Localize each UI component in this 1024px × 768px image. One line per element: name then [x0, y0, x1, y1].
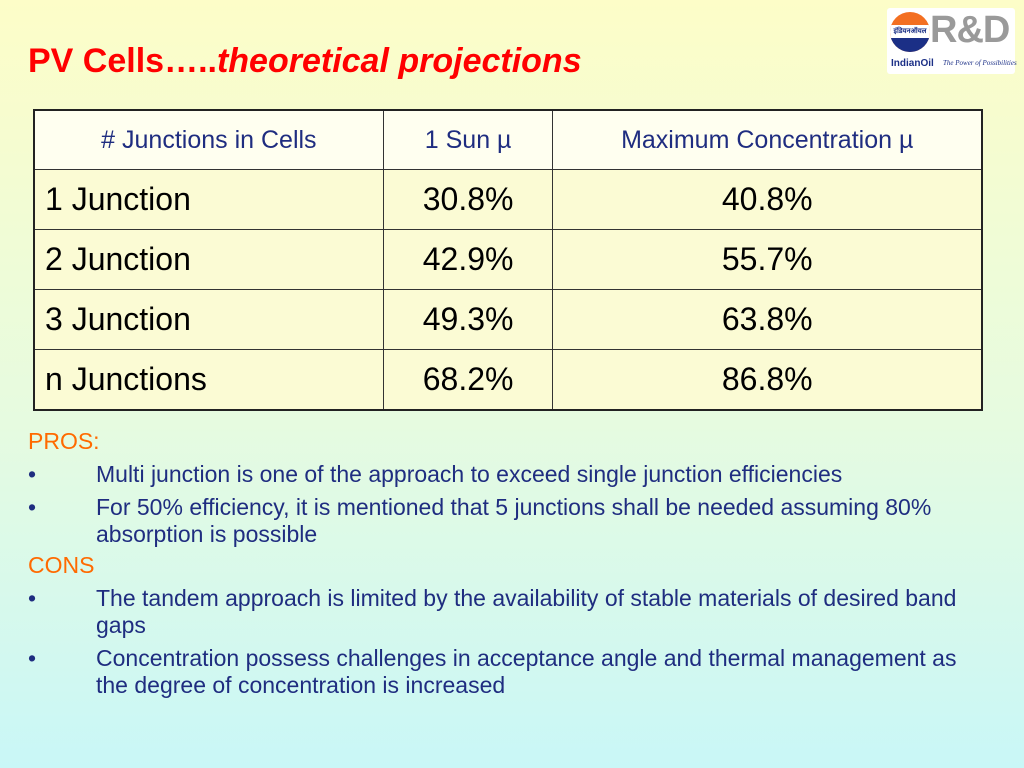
bullet-icon: • [28, 585, 37, 611]
slide-title: PV Cells…..theoretical projections [28, 42, 582, 81]
pros-heading: PROS: [28, 428, 100, 454]
logo-hindi-text: इंडियनऑयल [890, 25, 930, 38]
logo-tagline: The Power of Possibilities [943, 59, 1017, 67]
table-row: n Junctions 68.2% 86.8% [33, 349, 983, 411]
cons-item: • The tandem approach is limited by the … [28, 585, 978, 639]
bullet-icon: • [28, 494, 37, 520]
table-row: 3 Junction 49.3% 63.8% [33, 289, 983, 350]
header-one-sun: 1 Sun µ [382, 109, 554, 170]
row-label: n Junctions [33, 349, 384, 411]
max-concentration-value: 55.7% [552, 229, 983, 290]
logo-rd-text: R&D [930, 9, 1010, 51]
title-italic: theoretical projections [216, 42, 582, 80]
one-sun-value: 42.9% [382, 229, 554, 290]
max-concentration-value: 86.8% [552, 349, 983, 411]
cons-heading: CONS [28, 552, 95, 578]
cons-item-text: The tandem approach is limited by the av… [96, 585, 957, 638]
title-main: PV Cells….. [28, 42, 217, 80]
cons-item-text: Concentration possess challenges in acce… [96, 645, 957, 698]
pros-item: • Multi junction is one of the approach … [28, 461, 978, 488]
table-row: 1 Junction 30.8% 40.8% [33, 169, 983, 230]
bullet-icon: • [28, 461, 37, 487]
header-max-concentration: Maximum Concentration µ [552, 109, 983, 170]
max-concentration-value: 40.8% [552, 169, 983, 230]
logo-brand-text: IndianOil [891, 58, 934, 69]
indianoil-rd-logo: इंडियनऑयल R&D IndianOil The Power of Pos… [887, 8, 1017, 74]
table-header-row: # Junctions in Cells 1 Sun µ Maximum Con… [33, 109, 983, 170]
one-sun-value: 68.2% [382, 349, 554, 411]
bullet-icon: • [28, 645, 37, 671]
row-label: 3 Junction [33, 289, 384, 350]
one-sun-value: 49.3% [382, 289, 554, 350]
header-junctions: # Junctions in Cells [33, 109, 384, 170]
row-label: 2 Junction [33, 229, 384, 290]
pros-item-text: Multi junction is one of the approach to… [96, 461, 843, 487]
row-label: 1 Junction [33, 169, 384, 230]
indianoil-disc-icon: इंडियनऑयल [890, 12, 930, 52]
pros-item: • For 50% efficiency, it is mentioned th… [28, 494, 978, 548]
cons-item: • Concentration possess challenges in ac… [28, 645, 978, 699]
one-sun-value: 30.8% [382, 169, 554, 230]
notes-section: PROS: • Multi junction is one of the app… [28, 424, 978, 699]
pros-item-text: For 50% efficiency, it is mentioned that… [96, 494, 932, 547]
table-row: 2 Junction 42.9% 55.7% [33, 229, 983, 290]
efficiency-table: # Junctions in Cells 1 Sun µ Maximum Con… [33, 109, 983, 411]
max-concentration-value: 63.8% [552, 289, 983, 350]
